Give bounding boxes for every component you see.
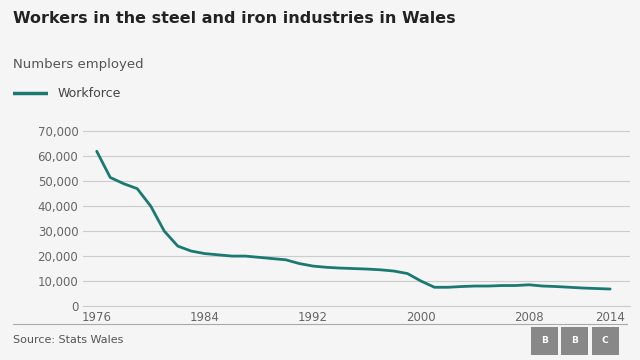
Bar: [592, 327, 619, 355]
Text: B: B: [572, 336, 579, 345]
Text: Workforce: Workforce: [58, 87, 121, 100]
Text: Numbers employed: Numbers employed: [13, 58, 143, 71]
Text: B: B: [541, 336, 548, 345]
Text: Source: Stats Wales: Source: Stats Wales: [13, 335, 123, 345]
Text: Workers in the steel and iron industries in Wales: Workers in the steel and iron industries…: [13, 11, 456, 26]
Bar: [531, 327, 558, 355]
Text: C: C: [602, 336, 609, 345]
Bar: [561, 327, 588, 355]
